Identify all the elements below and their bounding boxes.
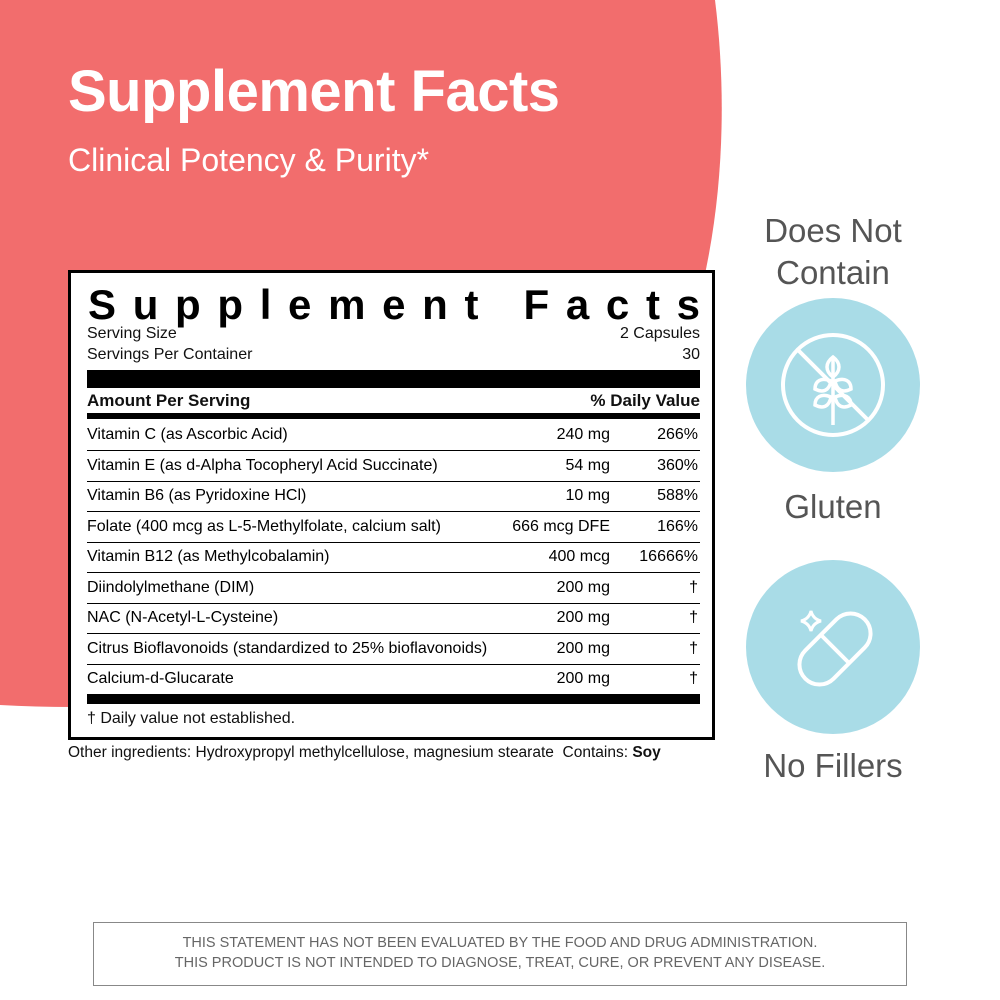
facts-panel: Supplement Facts Serving Size 2 Capsules… — [68, 270, 715, 740]
nutrient-name: Citrus Bioflavonoids (standardized to 25… — [87, 639, 488, 657]
facts-row: Vitamin C (as Ascorbic Acid) 240 mg 266% — [87, 420, 700, 451]
disclaimer-line: THIS PRODUCT IS NOT INTENDED TO DIAGNOSE… — [174, 955, 826, 971]
nutrient-amount: 200 mg — [556, 639, 610, 657]
facts-row: Citrus Bioflavonoids (standardized to 25… — [87, 634, 700, 665]
facts-heading-wrap: Supplement Facts — [88, 281, 700, 328]
nutrient-amount: 666 mcg DFE — [512, 517, 610, 535]
nutrient-name: Diindolylmethane (DIM) — [87, 578, 255, 596]
facts-row: Calcium-d-Glucarate 200 mg † — [87, 664, 700, 694]
nutrient-name: NAC (N-Acetyl-L-Cysteine) — [87, 609, 279, 626]
nutrient-name: Vitamin C (as Ascorbic Acid) — [87, 426, 288, 443]
disclaimer-line: THIS STATEMENT HAS NOT BEEN EVALUATED BY… — [182, 935, 818, 951]
badge-label: Gluten — [784, 488, 882, 525]
facts-row: Diindolylmethane (DIM) 200 mg † — [87, 573, 700, 604]
gluten-icon — [746, 298, 920, 472]
nutrient-name: Vitamin E (as d-Alpha Tocopheryl Acid Su… — [87, 456, 438, 474]
facts-row: Vitamin E (as d-Alpha Tocopheryl Acid Su… — [87, 451, 700, 482]
servings: 30 — [682, 346, 700, 363]
daily-value: † — [689, 609, 698, 626]
thick-rule — [87, 370, 700, 388]
footnote: † Daily value not established. — [87, 710, 296, 727]
other-ingredients: Other ingredients: Hydroxypropyl methylc… — [68, 744, 554, 761]
badge-label: No Fillers — [763, 747, 903, 784]
nutrient-amount: 200 mg — [556, 609, 610, 626]
serving-size-label: Serving Size — [87, 325, 177, 342]
contains: Soy — [632, 744, 661, 761]
nutrient-amount: 54 mg — [565, 456, 610, 474]
subtitle: Clinical Potency & Purity* — [68, 142, 430, 178]
facts-row: Folate (400 mcg as L-5-Methylfolate, cal… — [87, 512, 700, 543]
title: Supplement Facts — [68, 59, 560, 124]
facts-row: NAC (N-Acetyl-L-Cysteine) 200 mg † — [87, 603, 700, 634]
other-ingredients-line: Other ingredients: Hydroxypropyl methylc… — [68, 744, 661, 762]
daily-value: 588% — [657, 487, 698, 504]
medium-rule — [87, 413, 700, 419]
daily-value: † — [689, 639, 698, 657]
disclaimer-box: THIS STATEMENT HAS NOT BEEN EVALUATED BY… — [93, 922, 907, 986]
nutrient-name: Vitamin B6 (as Pyridoxine HCl) — [87, 487, 307, 504]
nutrient-name: Folate (400 mcg as L-5-Methylfolate, cal… — [87, 517, 441, 535]
no-fillers-icon — [746, 560, 920, 734]
nutrient-amount: 200 mg — [556, 670, 610, 687]
facts-row: Vitamin B6 (as Pyridoxine HCl) 10 mg 588% — [87, 481, 700, 512]
badge-heading: Does Not Contain — [764, 212, 902, 291]
nutrient-amount: 10 mg — [565, 487, 610, 504]
servings-label: Servings Per Container — [87, 346, 253, 363]
contains-label: Contains: — [562, 744, 628, 761]
facts-heading: Supplement Facts — [88, 281, 700, 328]
dv-header: % Daily Value — [590, 391, 700, 410]
nutrient-amount: 240 mg — [556, 426, 610, 443]
daily-value: 360% — [657, 456, 698, 474]
nutrient-amount: 200 mg — [556, 578, 610, 596]
nutrient-name: Calcium-d-Glucarate — [87, 670, 234, 687]
nutrient-name: Vitamin B12 (as Methylcobalamin) — [87, 548, 330, 565]
thick-rule — [87, 694, 700, 704]
amount-header: Amount Per Serving — [87, 391, 251, 410]
facts-row: Vitamin B12 (as Methylcobalamin) 400 mcg 1… — [87, 542, 700, 573]
daily-value: † — [689, 578, 698, 596]
daily-value: 266% — [657, 426, 698, 443]
nutrient-amount: 400 mcg — [548, 548, 610, 565]
daily-value: † — [689, 670, 698, 687]
serving-size: 2 Capsules — [619, 325, 700, 342]
daily-value: 16666% — [639, 548, 698, 565]
daily-value: 166% — [657, 517, 698, 535]
